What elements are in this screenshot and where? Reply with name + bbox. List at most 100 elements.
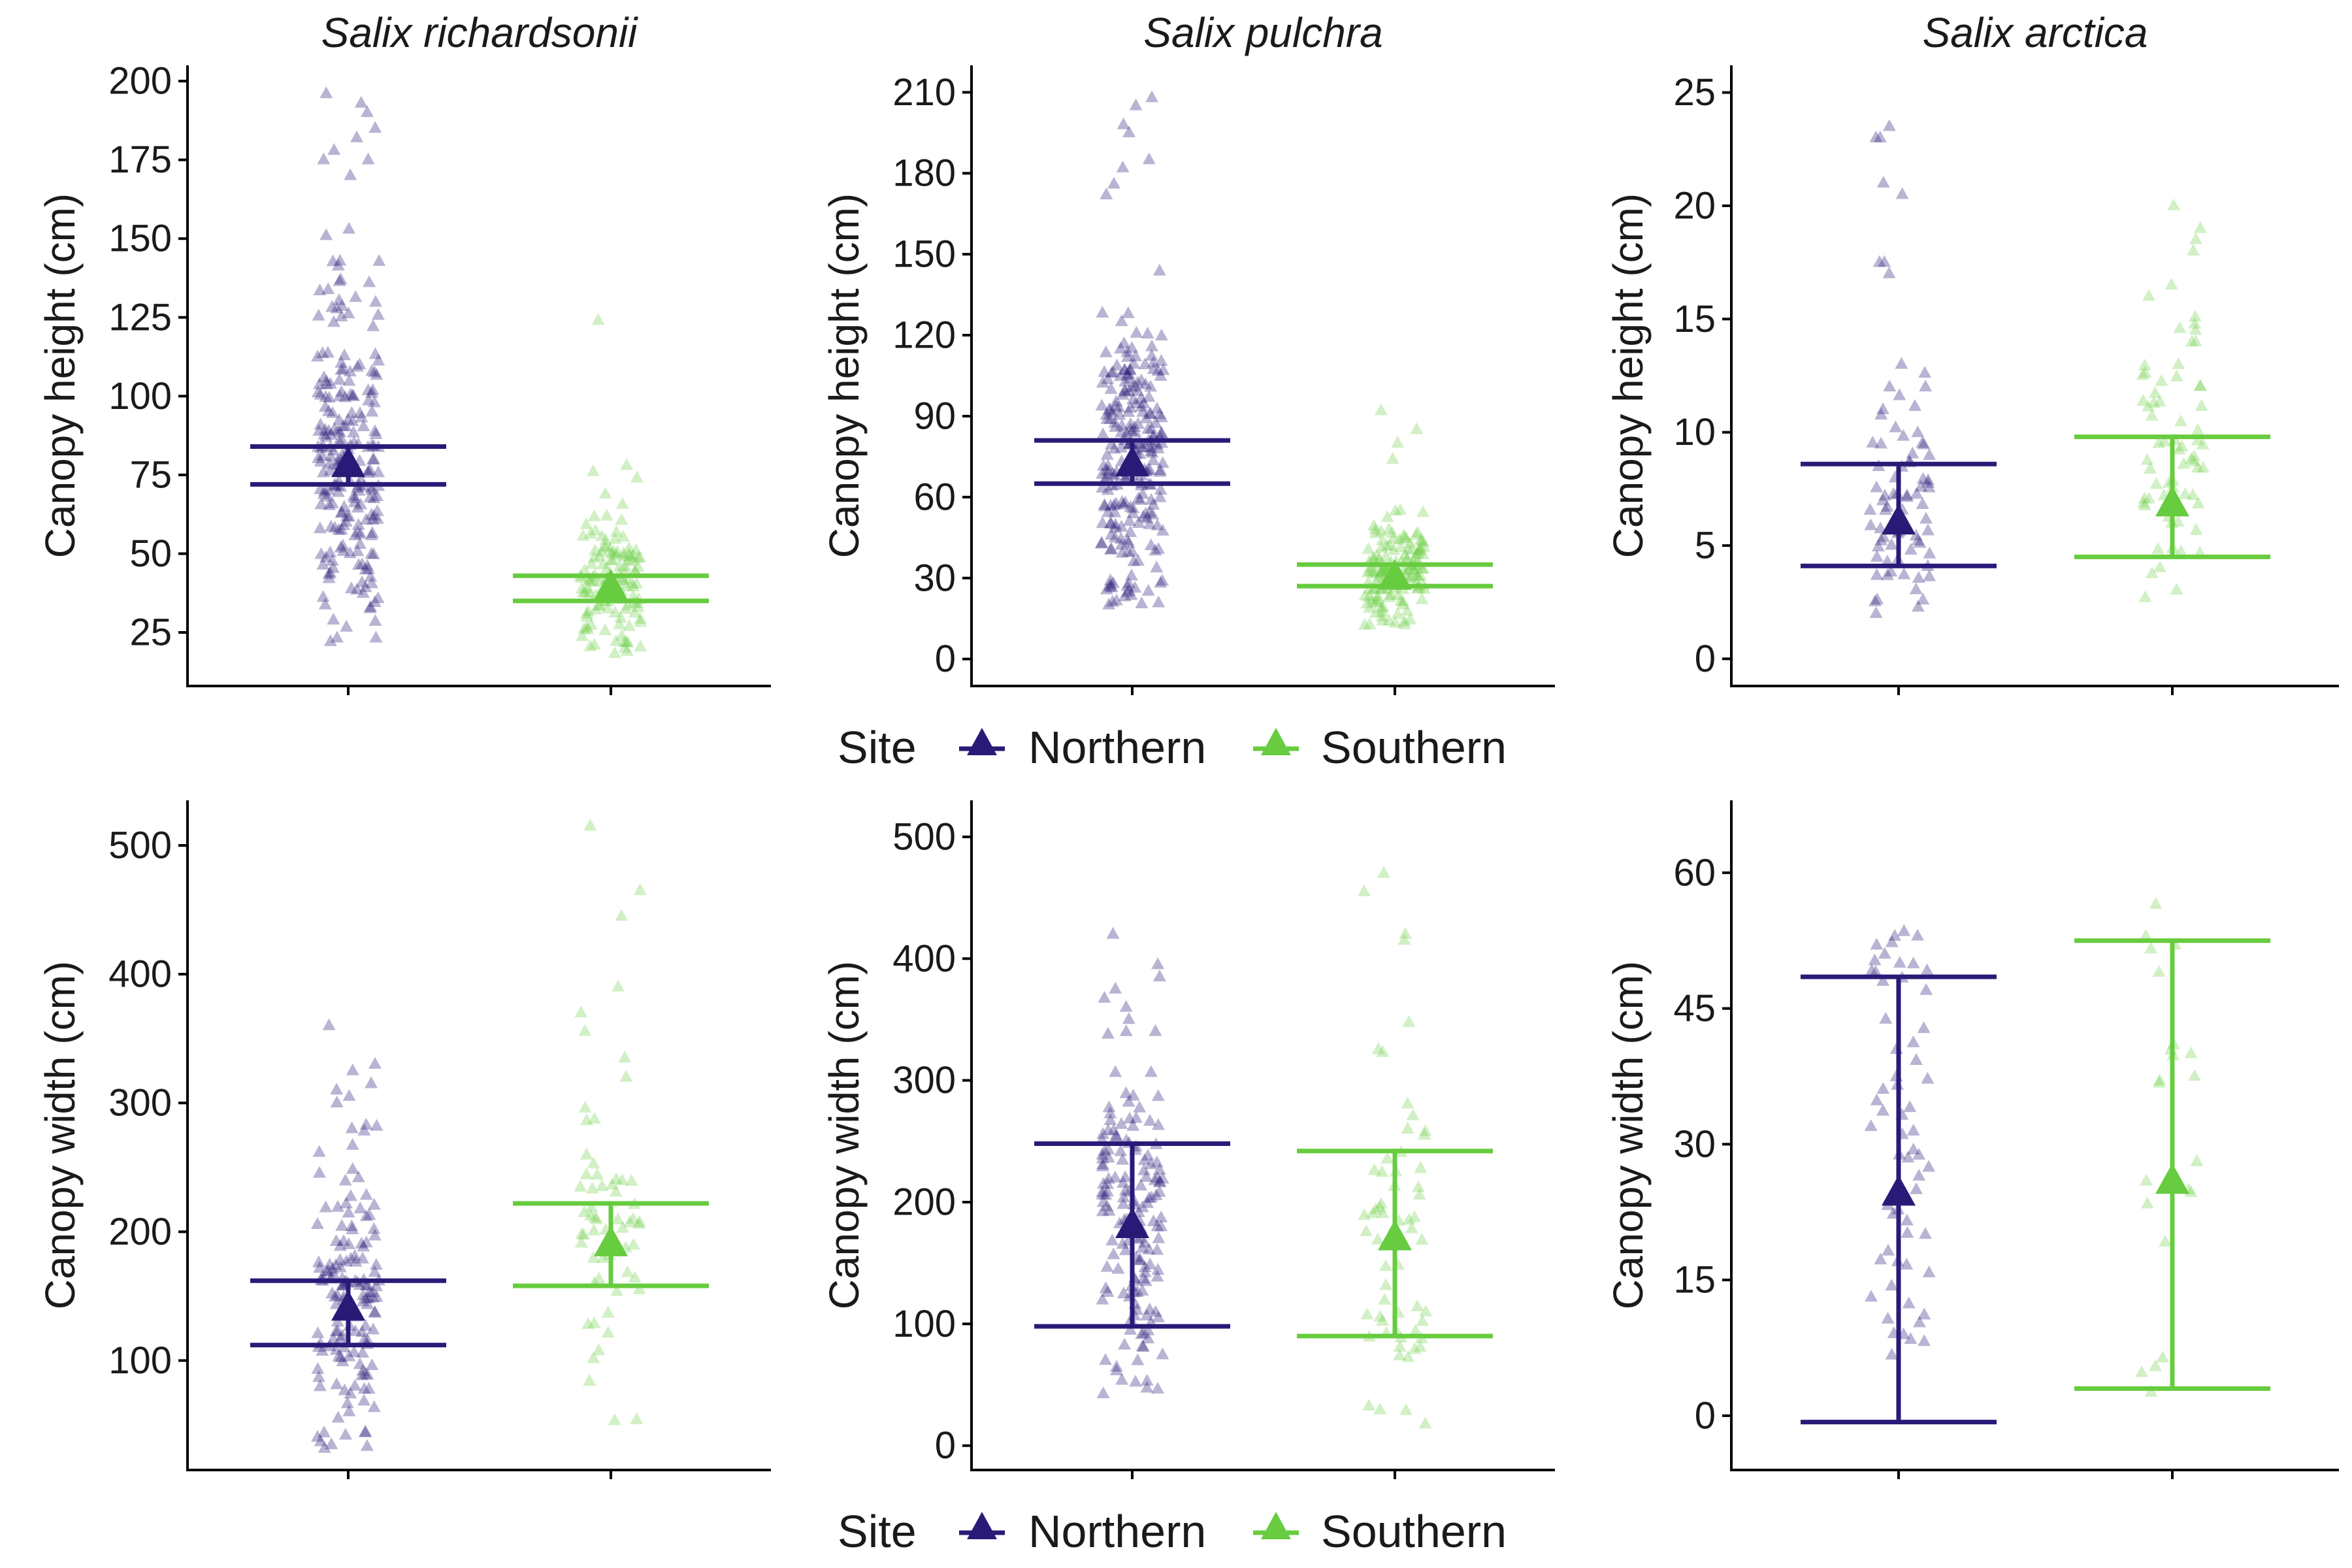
data-point bbox=[1139, 506, 1152, 519]
data-point bbox=[1363, 600, 1377, 613]
data-point bbox=[323, 546, 337, 558]
data-point bbox=[1139, 377, 1152, 389]
data-point bbox=[331, 1200, 345, 1212]
data-point bbox=[1876, 530, 1890, 542]
data-point bbox=[327, 1331, 340, 1344]
data-point bbox=[1122, 367, 1135, 379]
data-point bbox=[1099, 1353, 1113, 1365]
data-point bbox=[608, 606, 622, 618]
data-point bbox=[325, 496, 339, 508]
data-point bbox=[1109, 1360, 1123, 1372]
data-point bbox=[1362, 589, 1376, 602]
data-point bbox=[1403, 562, 1417, 574]
y-tick-label: 20 bbox=[1673, 184, 1716, 227]
data-point bbox=[1120, 585, 1134, 598]
data-point bbox=[320, 489, 334, 502]
data-point bbox=[360, 1292, 374, 1304]
data-point bbox=[1095, 1185, 1109, 1198]
data-point bbox=[1137, 1153, 1151, 1166]
data-point bbox=[2140, 453, 2154, 465]
data-point bbox=[1135, 596, 1149, 608]
data-point bbox=[1375, 1196, 1388, 1209]
data-point bbox=[1885, 1279, 1899, 1291]
data-point bbox=[325, 1286, 339, 1299]
data-point bbox=[360, 1439, 374, 1451]
data-point bbox=[632, 1217, 645, 1229]
data-point bbox=[368, 1305, 382, 1317]
data-point bbox=[592, 1343, 606, 1356]
data-point bbox=[1370, 548, 1384, 561]
data-point bbox=[1918, 1334, 1931, 1347]
data-point bbox=[1362, 1398, 1376, 1411]
data-point bbox=[1876, 973, 1890, 986]
data-point bbox=[606, 1177, 619, 1190]
y-tick-label: 45 bbox=[1673, 987, 1716, 1030]
data-point bbox=[333, 253, 347, 266]
data-point bbox=[372, 253, 386, 266]
data-point bbox=[1888, 928, 1902, 941]
data-point bbox=[1100, 1260, 1114, 1272]
data-point bbox=[1122, 404, 1135, 417]
series-northern bbox=[1034, 90, 1230, 610]
data-point bbox=[1361, 565, 1375, 578]
data-point bbox=[1151, 1171, 1164, 1183]
data-point bbox=[1413, 1339, 1427, 1352]
data-point bbox=[1369, 566, 1382, 579]
data-point bbox=[1151, 1243, 1164, 1255]
data-point bbox=[1101, 1177, 1115, 1189]
data-point bbox=[336, 1354, 350, 1367]
data-point bbox=[1378, 1292, 1392, 1305]
y-tick-label: 180 bbox=[892, 152, 956, 195]
data-point bbox=[1101, 483, 1115, 495]
data-point bbox=[627, 589, 640, 601]
data-point bbox=[348, 1379, 362, 1391]
data-point bbox=[1909, 582, 1923, 595]
data-point bbox=[1365, 593, 1379, 605]
data-point bbox=[1409, 528, 1423, 540]
data-point bbox=[1109, 593, 1123, 606]
data-point bbox=[634, 615, 647, 627]
data-point bbox=[1106, 365, 1120, 377]
data-point bbox=[1096, 1159, 1109, 1171]
data-point bbox=[1900, 490, 1914, 502]
data-point bbox=[1876, 1082, 1890, 1094]
data-point bbox=[581, 1316, 595, 1329]
data-point bbox=[613, 617, 627, 630]
data-point bbox=[1095, 536, 1109, 548]
data-point bbox=[1141, 1196, 1154, 1208]
data-point bbox=[1119, 1243, 1132, 1256]
data-point bbox=[335, 309, 348, 321]
data-point bbox=[1136, 1340, 1150, 1352]
mean-marker bbox=[1378, 1219, 1412, 1250]
data-point bbox=[2189, 334, 2202, 346]
data-point bbox=[1154, 483, 1168, 495]
series-southern bbox=[1297, 866, 1493, 1429]
data-point bbox=[1404, 571, 1418, 583]
data-point bbox=[587, 1250, 600, 1263]
data-point bbox=[1380, 1151, 1394, 1164]
data-point bbox=[344, 387, 357, 400]
data-point bbox=[1116, 387, 1130, 400]
data-point bbox=[343, 546, 357, 559]
mean-marker bbox=[2155, 1163, 2189, 1194]
data-point bbox=[1103, 578, 1117, 590]
data-point bbox=[1911, 425, 1925, 438]
data-point bbox=[2138, 366, 2152, 378]
data-point bbox=[1135, 1284, 1149, 1296]
data-point bbox=[330, 301, 344, 314]
data-point bbox=[363, 463, 377, 475]
data-point bbox=[357, 419, 370, 431]
data-point bbox=[1141, 583, 1155, 596]
y-axis-title: Canopy height (cm) bbox=[1605, 193, 1652, 558]
data-point bbox=[1135, 1339, 1149, 1351]
data-point bbox=[367, 1290, 380, 1303]
data-point bbox=[1138, 357, 1152, 370]
data-point bbox=[1415, 561, 1429, 574]
data-point bbox=[1098, 499, 1112, 512]
data-point bbox=[581, 604, 595, 617]
data-point bbox=[1417, 540, 1431, 552]
data-point bbox=[1109, 1129, 1122, 1141]
data-point bbox=[314, 497, 328, 510]
data-point bbox=[1145, 493, 1158, 505]
data-point bbox=[580, 1167, 593, 1179]
